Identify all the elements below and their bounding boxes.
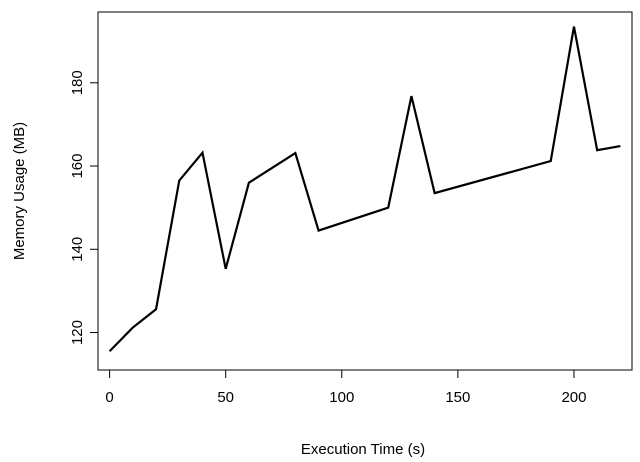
y-tick-label-140: 140 (69, 237, 86, 262)
series-line-0 (108, 26, 621, 353)
x-axis-label: Execution Time (s) (301, 441, 425, 458)
x-tick-label-100: 100 (329, 389, 354, 406)
x-axis: 0 50 100 150 200 (105, 370, 586, 406)
y-tick-label-160: 160 (69, 154, 86, 179)
y-axis: 120 140 160 180 (69, 70, 98, 345)
x-tick-label-200: 200 (561, 389, 586, 406)
y-tick-label-180: 180 (69, 70, 86, 95)
x-tick-label-50: 50 (217, 389, 234, 406)
x-tick-label-150: 150 (445, 389, 470, 406)
series-layer (108, 26, 621, 353)
x-tick-label-0: 0 (105, 389, 113, 406)
plot-frame (97, 11, 633, 371)
y-axis-label: Memory Usage (MB) (11, 122, 28, 260)
y-tick-label-120: 120 (69, 320, 86, 345)
